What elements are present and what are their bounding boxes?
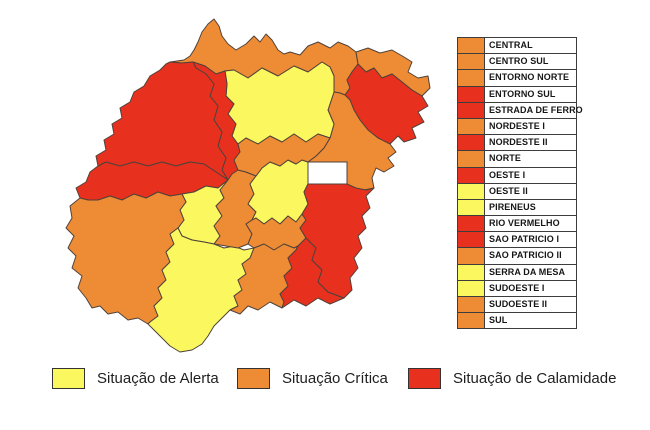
- region-table-label: CENTRO SUL: [489, 56, 549, 67]
- region-table-row: SUDOESTE I: [458, 280, 576, 297]
- region-table-label: OESTE I: [489, 169, 526, 180]
- region-table-row: SAO PATRICIO II: [458, 248, 576, 265]
- region-table-row: ENTORNO SUL: [458, 86, 576, 103]
- region-status-swatch: [458, 102, 485, 118]
- region-table-label: NORTE: [489, 153, 521, 164]
- region-table-row: RIO VERMELHO: [458, 216, 576, 233]
- region-status-swatch: [458, 54, 485, 70]
- region-table-label: SUL: [489, 315, 508, 326]
- region-table-row: ESTRADA DE FERRO: [458, 102, 583, 119]
- alerta-label: Situação de Alerta: [97, 369, 219, 387]
- alerta-color-swatch: [52, 367, 85, 389]
- region-status-swatch: [458, 232, 485, 248]
- region-status-swatch: [458, 167, 485, 183]
- map-region-entorno-sul: [299, 183, 375, 299]
- region-table-row: SUL: [458, 313, 576, 329]
- region-status-swatch: [458, 248, 485, 264]
- region-table-label: OESTE II: [489, 185, 528, 196]
- region-status-swatch: [458, 264, 485, 280]
- region-table-label: SUDOESTE II: [489, 299, 548, 309]
- status-legend-item-calamidade: Situação de Calamidade: [408, 366, 616, 390]
- region-table-row: CENTRO SUL: [458, 54, 576, 71]
- calamidade-label: Situação de Calamidade: [453, 369, 617, 387]
- calamidade-color-swatch: [408, 367, 441, 389]
- region-table-row: SAO PATRICIO I: [458, 232, 576, 249]
- region-table-row: SERRA DA MESA: [458, 264, 576, 281]
- critica-color-swatch: [237, 367, 270, 389]
- federal-district-cutout: [307, 161, 348, 185]
- region-table-label: SAO PATRICIO I: [489, 234, 560, 245]
- region-table-label: PIRENEUS: [489, 201, 536, 212]
- region-table-label: RIO VERMELHO: [489, 218, 560, 229]
- region-status-swatch: [458, 86, 485, 102]
- region-table-label: SERRA DA MESA: [489, 266, 566, 277]
- region-table-row: ENTORNO NORTE: [458, 70, 576, 87]
- region-table-row: NORDESTE I: [458, 118, 576, 136]
- region-status-swatch: [458, 183, 485, 199]
- region-table-row: CENTRAL: [458, 38, 576, 55]
- status-legend-item-critica: Situação Crítica: [237, 366, 388, 390]
- region-table-row: PIRENEUS: [458, 199, 576, 217]
- region-status-swatch: [458, 118, 485, 135]
- region-table-label: NORDESTE II: [489, 137, 548, 148]
- region-status-swatch: [458, 70, 485, 86]
- region-table-row: SUDOESTE II: [458, 297, 576, 314]
- region-status-swatch: [458, 216, 485, 232]
- region-status-swatch: [458, 280, 485, 296]
- region-status-swatch: [458, 151, 485, 167]
- region-table-label: SUDOESTE I: [489, 282, 545, 293]
- region-table-row: NORDESTE II: [458, 135, 576, 152]
- region-status-swatch: [458, 313, 485, 329]
- region-table-row: NORTE: [458, 151, 576, 168]
- region-table-label: ESTRADA DE FERRO: [489, 104, 583, 115]
- region-table-label: ENTORNO NORTE: [489, 72, 570, 83]
- map-region-sao-patricio-ii: [233, 133, 331, 177]
- region-status-swatch: [458, 38, 485, 54]
- region-legend-table: CENTRAL CENTRO SUL ENTORNO NORTE ENTORNO SU…: [457, 37, 583, 330]
- critica-label: Situação Crítica: [282, 369, 388, 387]
- region-table-label: ENTORNO SUL: [489, 88, 556, 99]
- region-table-row: OESTE II: [458, 183, 576, 200]
- region-status-swatch: [458, 199, 485, 216]
- region-table-label: NORDESTE I: [489, 120, 546, 131]
- status-legend-item-alerta: Situação de Alerta: [52, 366, 219, 390]
- region-table-label: CENTRAL: [489, 40, 533, 50]
- region-table-label: SAO PATRICIO II: [489, 250, 562, 261]
- region-table-row: OESTE I: [458, 167, 576, 184]
- region-status-swatch: [458, 135, 485, 151]
- region-status-swatch: [458, 297, 485, 313]
